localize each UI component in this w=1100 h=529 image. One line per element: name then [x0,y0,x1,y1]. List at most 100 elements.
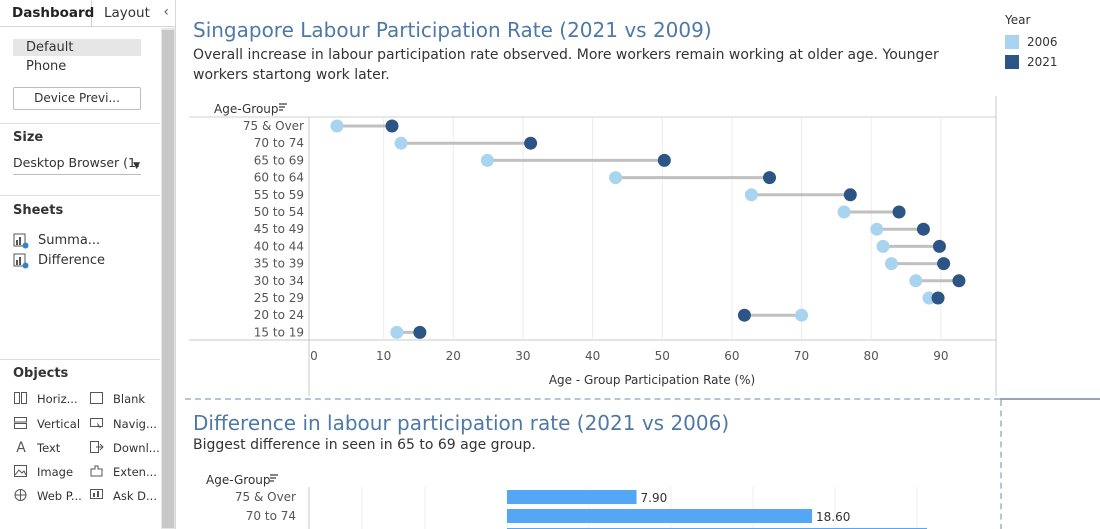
x-tick-label: 80 [864,349,879,363]
size-dropdown[interactable]: Desktop Browser (1... ▼ [13,155,141,175]
point-2021 [843,188,857,202]
download-icon [89,441,105,455]
difference-bar [507,490,637,504]
point-2006 [837,205,851,219]
object-label: Downl... [113,441,160,455]
legend-item-2021[interactable]: 2021 [1005,52,1095,72]
object-download[interactable]: Downl... [89,439,160,457]
object-image[interactable]: Image [13,463,73,481]
object-ask-data[interactable]: Ask D... [89,487,157,505]
y-tick-label: 20 to 24 [254,308,304,322]
object-label: Text [37,441,61,455]
y-tick-label: 75 & Over [243,119,304,133]
x-tick-label: 90 [933,349,948,363]
panel-scrollbar[interactable] [161,28,175,529]
object-extension[interactable]: Exten... [89,463,157,481]
point-2021 [413,325,427,339]
size-heading: Size [13,130,44,145]
y-tick-label: 70 to 74 [246,509,296,523]
sheets-heading: Sheets [13,203,64,218]
object-text[interactable]: A Text [13,439,60,457]
point-2006 [922,291,936,305]
point-2021 [524,136,538,150]
y-tick-label: 30 to 34 [254,274,304,288]
device-default[interactable]: Default [13,39,141,56]
scrollbar-thumb[interactable] [162,30,174,528]
sheet-label: Difference [38,253,106,268]
object-label: Ask D... [113,489,157,503]
dashboard-side-panel: Dashboard Layout ‹ Default Phone Device … [0,0,176,529]
point-2006 [795,308,809,322]
point-2021 [763,171,777,185]
object-label: Horiz... [37,392,78,406]
point-2006 [394,136,408,150]
point-2021 [937,257,951,271]
point-2021 [892,205,906,219]
object-blank[interactable]: Blank [89,390,145,408]
object-label: Blank [113,392,146,406]
object-horizontal[interactable]: Horiz... [13,390,78,408]
blank-icon [89,392,105,406]
legend-label: 2006 [1027,35,1058,49]
container-divider [1000,400,1002,529]
extension-icon [89,465,105,479]
y-tick-label: 55 to 59 [254,188,304,202]
navigation-icon [89,417,105,431]
objects-heading: Objects [13,366,69,381]
object-web-page[interactable]: Web P... [13,487,82,505]
worksheet-icon [13,233,30,249]
y-tick-label: 75 & Over [235,490,296,504]
sheet-item-difference[interactable]: Difference [13,252,105,270]
tab-layout[interactable]: Layout [104,5,150,21]
web-page-icon [13,489,29,503]
bar-value-label: 7.90 [641,491,668,505]
point-2006 [870,222,884,236]
worksheet-icon [13,253,30,269]
tab-dashboard[interactable]: Dashboard [0,0,94,27]
dashboard-canvas: Singapore Labour Participation Rate (202… [177,0,1100,529]
y-tick-label: 25 to 29 [254,291,304,305]
legend-swatch [1005,55,1019,69]
x-axis-title: Age - Group Participation Rate (%) [549,373,755,387]
chart2-title: Difference in labour participation rate … [193,411,730,435]
y-tick-label: 65 to 69 [254,153,304,167]
ask-data-icon [89,489,105,503]
text-icon: A [16,440,26,456]
chart1-subtitle: Overall increase in labour participation… [193,47,939,83]
object-vertical[interactable]: Vertical [13,415,80,433]
image-icon [13,465,29,479]
point-2021 [657,153,671,167]
point-2021 [385,119,399,133]
difference-bar-chart[interactable]: Age-Group 75 & Over 7.90 70 to 74 18.60 [177,465,997,529]
device-phone[interactable]: Phone [26,59,67,74]
object-label: Web P... [37,489,82,503]
x-tick-label: 30 [515,349,530,363]
x-tick-label: 60 [724,349,739,363]
object-label: Exten... [113,465,157,479]
point-2006 [480,153,494,167]
year-legend[interactable]: Year 2006 2021 [1005,13,1095,72]
point-2021 [916,222,930,236]
y-axis-title: Age-Group [206,473,271,487]
legend-item-2006[interactable]: 2006 [1005,32,1095,52]
dashboard-divider [185,398,1100,400]
object-label: Image [37,465,74,479]
bar-value-label: 18.60 [816,510,850,524]
point-2006 [609,171,623,185]
sheet-item-summary[interactable]: Summa... [13,232,100,250]
point-2006 [330,119,344,133]
device-preview-button[interactable]: Device Previ... [13,87,141,110]
collapse-panel-icon[interactable]: ‹ [163,4,169,20]
section-divider [0,123,160,124]
point-2021 [952,274,966,288]
dumbbell-chart[interactable]: 0 10 20 30 40 50 60 70 80 90 Age-Group Age - Group … [177,92,1000,396]
point-2021 [932,239,946,253]
x-tick-label: 0 [310,349,318,363]
point-2006 [909,274,923,288]
object-navigation[interactable]: Navig... [89,415,157,433]
container-edge [1000,398,1100,400]
difference-bar [507,509,813,523]
chart1-title: Singapore Labour Participation Rate (202… [193,18,712,42]
x-tick-label: 20 [446,349,461,363]
point-2006 [884,257,898,271]
